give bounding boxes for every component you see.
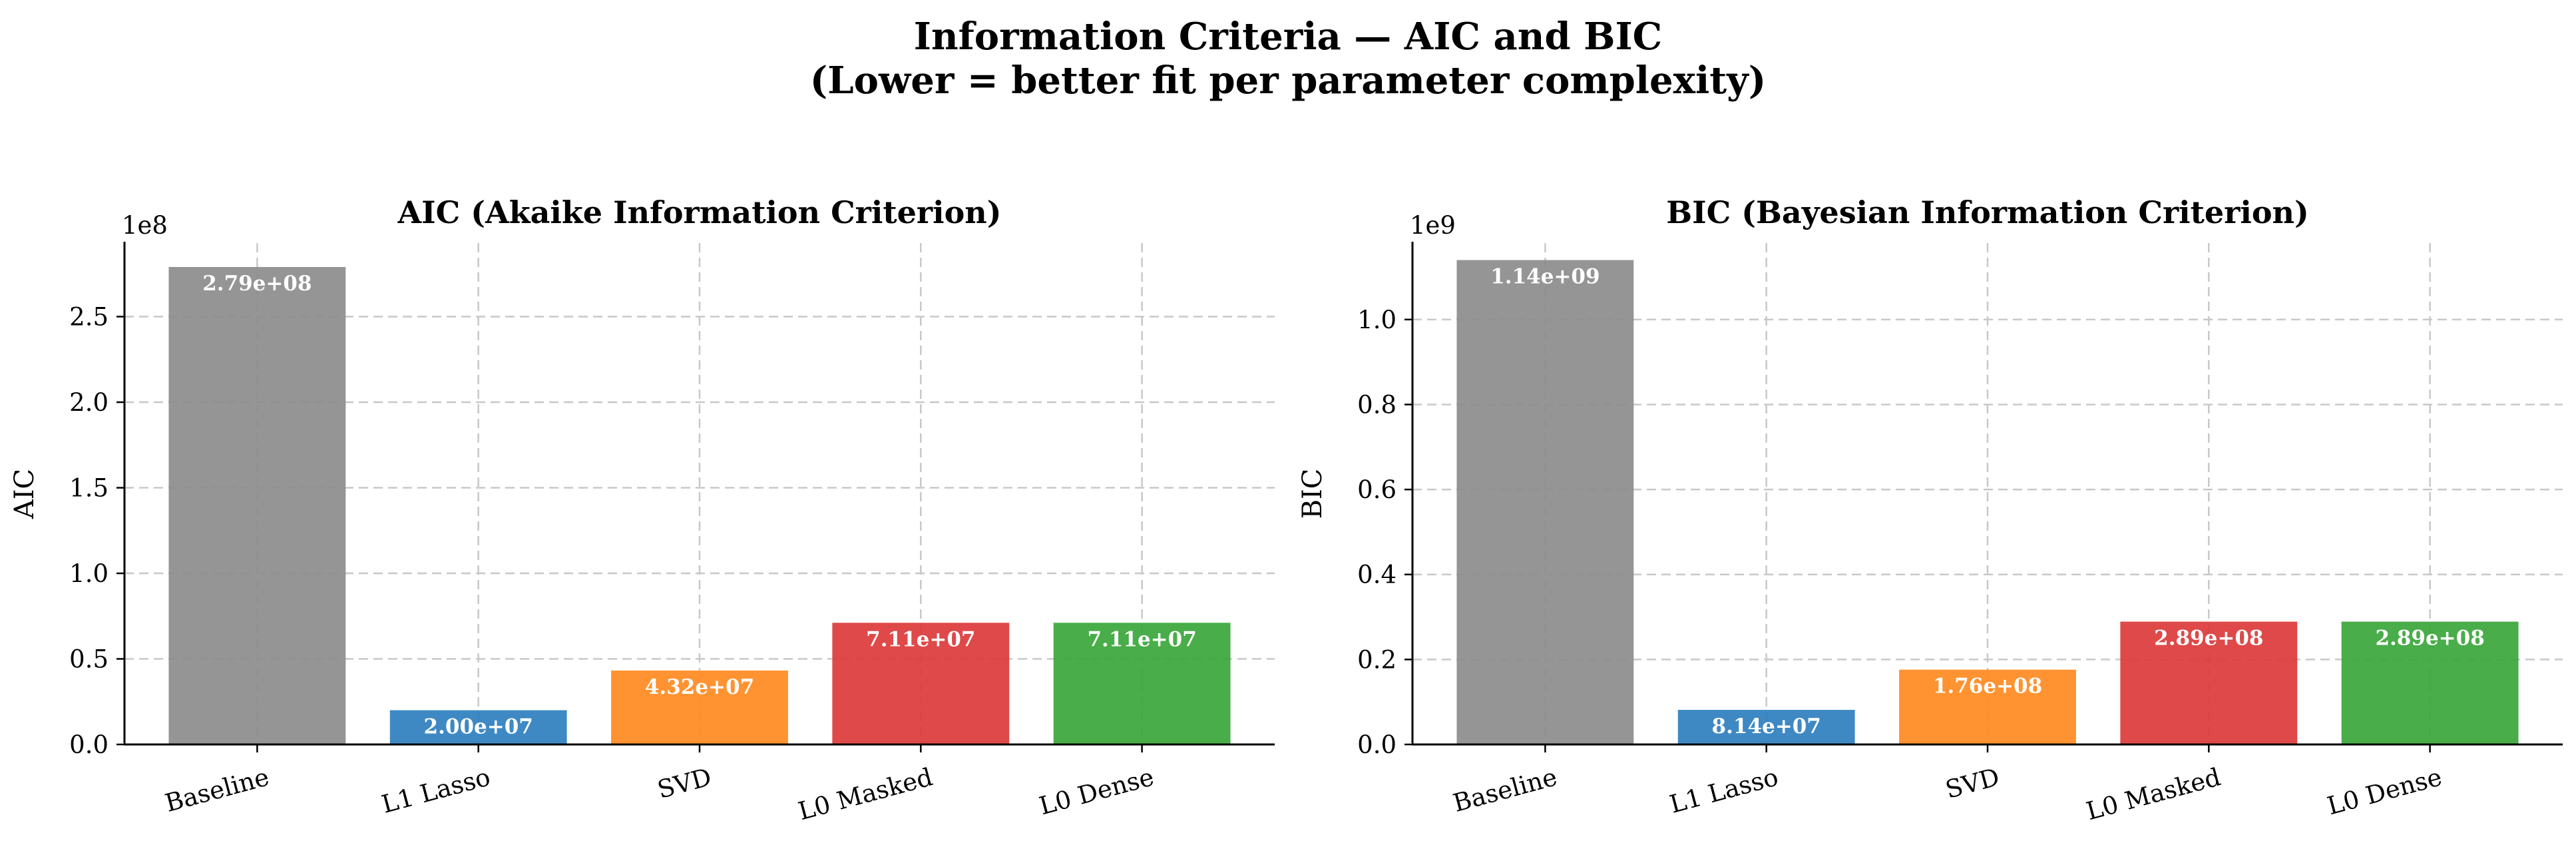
bic-xtick-label: Baseline (1450, 762, 1560, 818)
bic-xtick-label: SVD (1942, 762, 2002, 804)
aic-xtick-label: L0 Masked (795, 762, 936, 826)
aic-ytick-label: 1.5 (69, 474, 108, 503)
bic-ytick-label: 0.2 (1357, 645, 1396, 674)
aic-ytick-label: 2.0 (69, 388, 108, 417)
bic-bar (2341, 621, 2519, 744)
bic-value-label: 2.89e+08 (2154, 627, 2263, 651)
bic-value-label: 1.76e+08 (1933, 675, 2042, 699)
bic-value-label: 8.14e+07 (1712, 714, 1821, 738)
aic-ytick-label: 2.5 (69, 303, 108, 332)
bic-value-label: 2.89e+08 (2375, 627, 2484, 651)
bic-ytick-label: 0.8 (1357, 390, 1396, 419)
aic-bar (832, 623, 1010, 744)
aic-xtick-label: Baseline (162, 762, 272, 818)
bic-chart: 1.14e+09 8.14e+07 1.76e+08 2.89e+08 2.89e+08… (1297, 194, 2563, 826)
aic-bar (168, 266, 346, 745)
aic-ytick-label: 1.0 (69, 559, 108, 588)
bic-bar (2120, 621, 2298, 744)
bic-xtick-label: L1 Lasso (1667, 762, 1781, 819)
aic-value-label: 4.32e+07 (645, 675, 754, 699)
bic-bar (1677, 710, 1855, 744)
bic-scale-label: 1e9 (1410, 211, 1456, 240)
bic-chart-title: BIC (Bayesian Information Criterion) (1666, 194, 2309, 230)
aic-ytick-label: 0.5 (69, 645, 108, 674)
aic-xtick-label: L0 Dense (1036, 762, 1157, 820)
bic-ylabel: BIC (1297, 469, 1328, 519)
aic-value-label: 2.00e+07 (424, 715, 533, 739)
aic-bar (1053, 623, 1231, 744)
figure-title-line2: (Lower = better fit per parameter comple… (809, 59, 1767, 103)
bic-ytick-label: 1.0 (1357, 306, 1396, 334)
bic-xtick-label: L0 Masked (2083, 762, 2224, 826)
aic-bar (389, 710, 567, 744)
aic-chart: 2.79e+08 2.00e+07 4.32e+07 7.11e+07 7.11e+07… (9, 194, 1275, 826)
aic-value-label: 7.11e+07 (1087, 627, 1196, 651)
bic-ytick-label: 0.4 (1357, 561, 1396, 589)
aic-xtick-label: L1 Lasso (379, 762, 493, 819)
aic-value-label: 7.11e+07 (866, 627, 975, 651)
aic-chart-title: AIC (Akaike Information Criterion) (397, 194, 1001, 230)
bic-bar (1899, 669, 2076, 744)
bic-xtick-label: L0 Dense (2324, 762, 2445, 820)
bic-bar (1456, 260, 1634, 745)
aic-scale-label: 1e8 (122, 211, 168, 240)
aic-xtick-label: SVD (654, 762, 714, 804)
bic-ytick-label: 0.0 (1357, 730, 1396, 759)
bic-ytick-label: 0.6 (1357, 475, 1396, 504)
aic-bar (611, 670, 788, 744)
aic-ylabel: AIC (9, 469, 40, 519)
bic-value-label: 1.14e+09 (1490, 265, 1600, 289)
figure-title-line1: Information Criteria — AIC and BIC (913, 15, 1663, 59)
aic-value-label: 2.79e+08 (202, 272, 312, 296)
aic-ytick-label: 0.0 (69, 730, 108, 759)
